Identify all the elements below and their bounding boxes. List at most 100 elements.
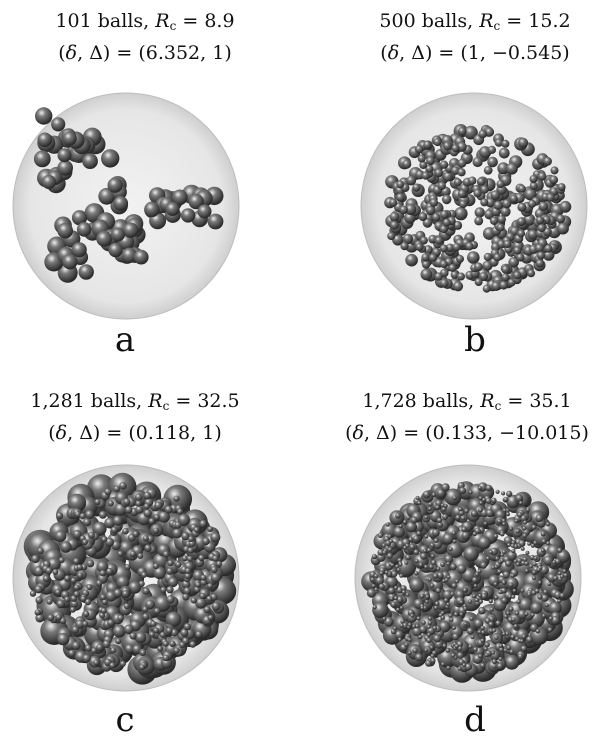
ball [485, 556, 490, 561]
ball [503, 496, 509, 502]
ball [34, 609, 41, 616]
ball [453, 220, 463, 230]
ball [390, 570, 398, 578]
ball [387, 547, 393, 552]
ball [418, 212, 428, 222]
ball [436, 566, 441, 571]
ball [428, 502, 433, 507]
ball [433, 605, 439, 610]
ball [405, 592, 410, 597]
ball [143, 491, 152, 500]
ball [166, 586, 174, 594]
ball [451, 582, 457, 589]
ball [513, 559, 518, 564]
ball [396, 596, 404, 604]
ball [439, 160, 449, 169]
panel-c-letter: c [115, 700, 135, 740]
ball [101, 598, 108, 606]
ball [56, 599, 65, 609]
ball [169, 640, 176, 647]
ball [398, 562, 403, 567]
ball [503, 614, 508, 619]
ball [537, 172, 547, 181]
ball [100, 607, 107, 614]
ball [387, 534, 392, 539]
ball [493, 200, 503, 210]
ball [498, 643, 503, 648]
ball [415, 495, 420, 500]
ball [385, 522, 390, 527]
ball [71, 641, 81, 651]
ball [532, 570, 537, 575]
ball [98, 510, 107, 519]
ball [507, 594, 512, 599]
ball [404, 642, 409, 647]
ball [457, 158, 467, 168]
ball [395, 193, 405, 202]
ball [488, 621, 494, 628]
ball [482, 284, 491, 293]
ball [107, 177, 123, 193]
ball [514, 611, 520, 616]
ball [210, 532, 221, 543]
ball [520, 645, 528, 652]
ball [499, 531, 505, 537]
ball [80, 595, 87, 602]
ball [91, 647, 97, 654]
ball [421, 260, 431, 269]
ball [495, 620, 502, 627]
ball [541, 539, 547, 544]
ball [47, 614, 55, 622]
ball [493, 533, 499, 539]
ball [543, 589, 548, 595]
panel-c-cluster-figure [12, 464, 240, 692]
ball [506, 645, 511, 650]
ball [148, 517, 156, 525]
panel-d-cluster-figure [354, 464, 582, 692]
ball [188, 193, 204, 210]
ball [134, 631, 147, 644]
ball [494, 595, 499, 600]
ball [199, 593, 206, 599]
ball [419, 236, 428, 245]
ball [531, 524, 537, 530]
ball [502, 508, 507, 513]
ball [62, 131, 77, 146]
ball [433, 634, 442, 643]
ball [420, 606, 425, 610]
ball [165, 611, 182, 628]
ball [557, 599, 562, 604]
ball [517, 512, 523, 518]
ball [528, 199, 537, 208]
ball [496, 180, 505, 189]
ball [381, 543, 386, 548]
ball [434, 168, 443, 178]
ball [132, 530, 139, 538]
ball [513, 246, 522, 255]
ball [412, 535, 420, 543]
ball [199, 519, 208, 528]
ball [425, 660, 432, 667]
ball [143, 509, 152, 518]
ball [207, 583, 214, 589]
ball [453, 612, 459, 617]
ball [507, 278, 516, 287]
ball [440, 615, 445, 620]
ball [75, 619, 85, 629]
ball [509, 649, 514, 655]
ball [479, 500, 484, 505]
ball [386, 552, 393, 559]
ball [439, 278, 449, 288]
ball [415, 243, 424, 251]
ball [139, 649, 147, 656]
ball [525, 507, 531, 512]
ball [440, 561, 446, 567]
ball [406, 175, 417, 186]
ball [202, 537, 210, 546]
ball [440, 503, 445, 508]
ball [84, 598, 92, 606]
ball [110, 526, 118, 534]
ball [424, 599, 429, 604]
ball [144, 201, 160, 218]
ball [443, 171, 453, 182]
